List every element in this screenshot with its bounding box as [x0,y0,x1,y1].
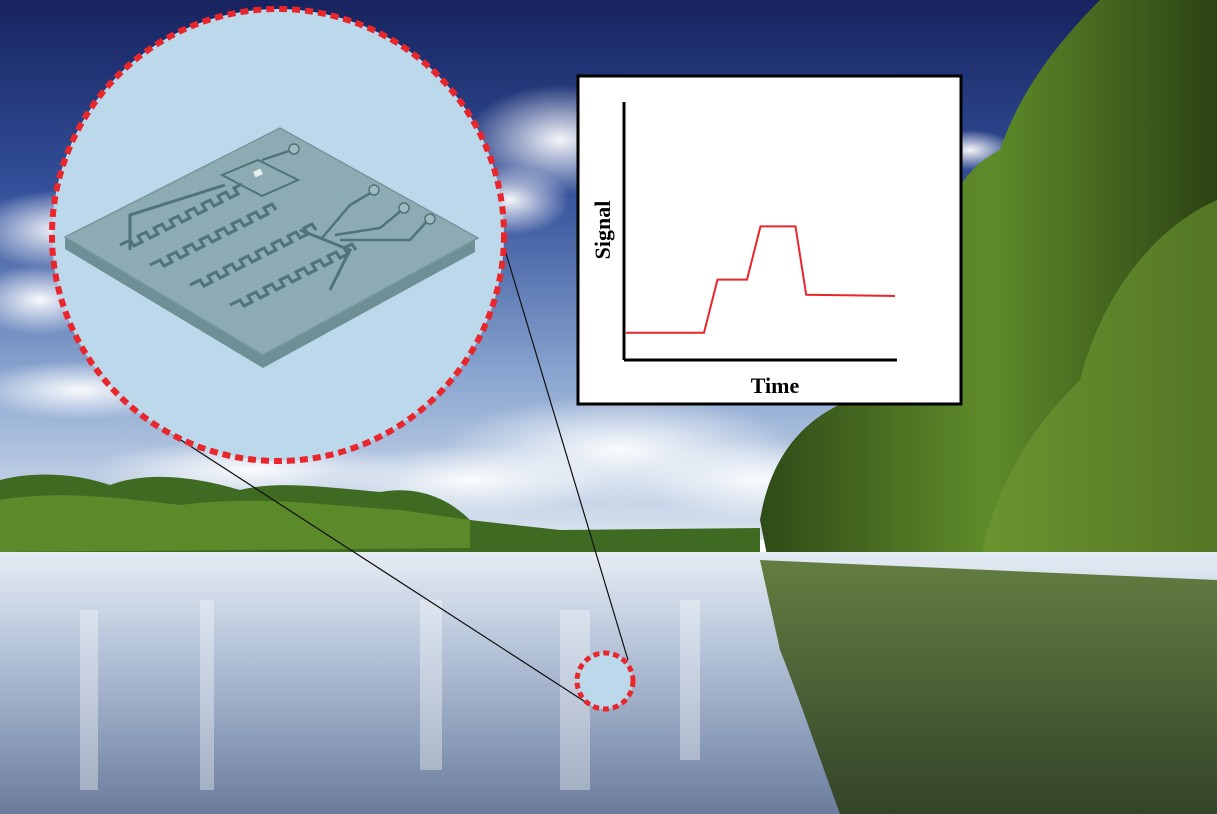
contact-traces [261,148,429,242]
sample-spot [574,650,636,712]
connector-line-left [149,419,591,706]
signal-series-line [626,225,896,334]
y-axis-label: Signal [590,201,615,260]
contact-pads [288,143,436,225]
tree-reflection [760,560,1217,814]
connector-line-right [504,249,629,661]
chart-frame [576,74,963,406]
magnified-view [49,6,507,464]
signal-chart: Time Signal [576,74,963,406]
x-axis-label: Time [751,373,800,398]
sensor-chip [63,127,480,368]
meander-electrodes [119,182,358,308]
